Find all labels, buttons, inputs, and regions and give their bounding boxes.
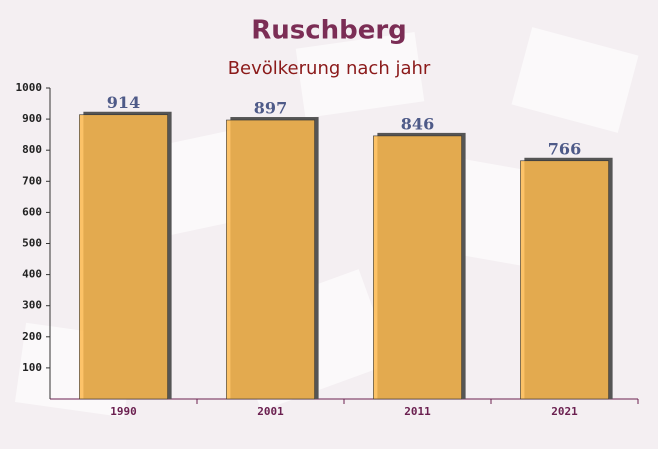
x-tick-label: 2011 (404, 405, 431, 418)
value-label: 766 (548, 139, 581, 158)
y-tick-label: 100 (22, 361, 42, 374)
y-tick-label: 200 (22, 330, 42, 343)
y-tick-label: 300 (22, 299, 42, 312)
x-tick-label: 2001 (257, 405, 284, 418)
y-tick-label: 600 (22, 205, 42, 218)
x-tick-label: 1990 (110, 405, 137, 418)
chart-title: Ruschberg (251, 16, 407, 46)
bar (520, 160, 609, 400)
y-tick-label: 900 (22, 112, 42, 125)
y-tick-label: 700 (22, 174, 42, 187)
value-label: 914 (107, 93, 140, 112)
value-label: 897 (254, 99, 287, 118)
y-tick-label: 500 (22, 237, 42, 250)
y-tick-label: 400 (22, 268, 42, 281)
chart-subtitle: Bevölkerung nach jahr (228, 58, 431, 79)
x-tick-label: 2021 (551, 405, 578, 418)
bar (226, 119, 315, 400)
bar (373, 135, 462, 400)
bar (79, 114, 168, 400)
y-tick-label: 800 (22, 143, 42, 156)
y-tick-label: 1000 (16, 81, 43, 94)
value-label: 846 (401, 114, 434, 133)
